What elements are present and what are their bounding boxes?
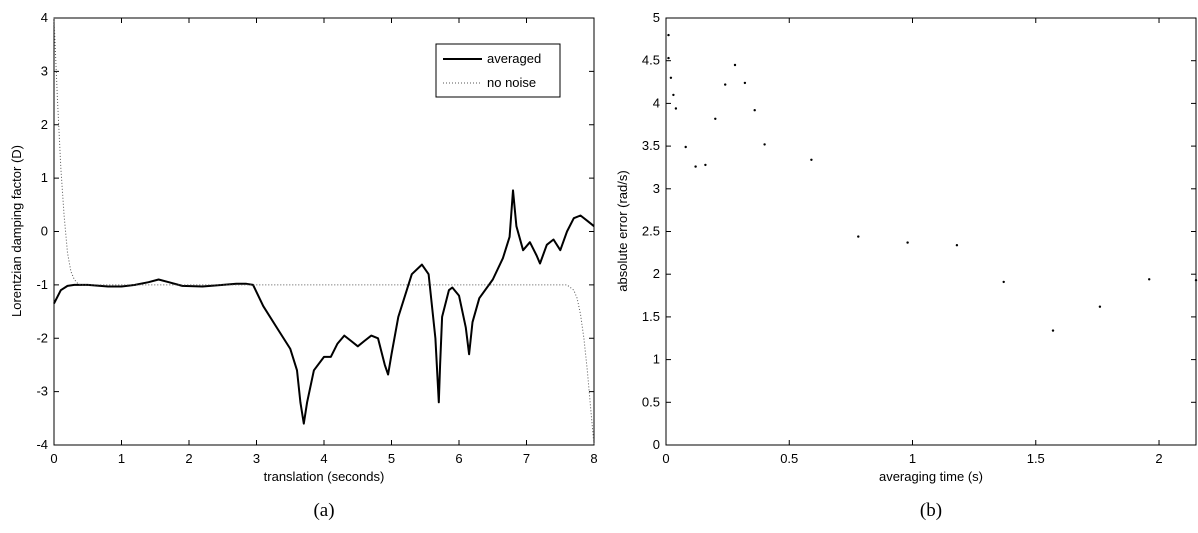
scatter-point [674,107,678,110]
x-tick-label: 1 [118,451,125,466]
scatter-point [810,158,813,161]
x-tick-label: 0.5 [780,451,798,466]
panel-label-b: (b) [920,500,942,521]
y-tick-label: 3.5 [642,138,660,153]
scatter-point [724,83,727,86]
scatter-point [667,56,670,60]
legend-a: averaged no noise [435,43,561,98]
y-tick-label: 4 [653,95,660,110]
scatter-point [1148,278,1151,281]
x-axis-a: 0 1 2 3 4 5 6 7 8 [50,18,598,466]
x-tick-label: 1 [909,451,916,466]
y-tick-label: 0 [653,437,660,452]
y-tick-label: 1 [41,170,48,185]
legend-label-no-noise: no noise [487,75,536,90]
y-tick-label: 1.5 [642,309,660,324]
series-line-no-noise [53,17,595,446]
scatter-point [714,117,717,121]
scatter-point [672,93,675,97]
x-tick-label: 2 [185,451,192,466]
y-tick-label: 2.5 [642,224,660,239]
y-tick-label: 4.5 [642,53,660,68]
scatter-point [753,109,756,112]
y-tick-label: 1 [653,352,660,367]
scatter-point [1194,279,1198,282]
scatter-point [704,163,707,167]
scatter-point [857,235,860,238]
y-axis-a: -4 -3 -2 -1 0 1 2 3 4 [36,10,594,452]
scatter-point [1051,329,1055,332]
scatter-point [743,81,747,85]
y-tick-label: 2 [41,117,48,132]
scatter-point [669,76,673,80]
x-tick-label: 0 [662,451,669,466]
panel-label-a: (a) [313,500,334,521]
series-group-a [53,17,595,446]
y-tick-label: 4 [41,10,48,25]
legend-box [435,43,561,98]
x-axis-label-b: averaging time (s) [879,469,983,484]
y-tick-label: 5 [653,10,660,25]
chart-panel-b: 0 0.5 1 1.5 2 2.5 3 3.5 4 4.5 5 0 0.5 1 1.5 2 averagin… [615,10,1198,521]
y-axis-label-a: Lorentzian damping factor (D) [9,145,24,317]
x-tick-label: 7 [523,451,530,466]
y-tick-label: 3 [41,63,48,78]
y-tick-label: -3 [36,384,48,399]
x-tick-label: 5 [388,451,395,466]
x-tick-label: 4 [320,451,327,466]
y-tick-label: 0.5 [642,394,660,409]
scatter-point [1098,305,1102,308]
scatter-point [667,33,670,37]
x-tick-label: 0 [50,451,57,466]
scatter-point [955,244,959,247]
scatter-point [906,241,909,244]
x-tick-label: 3 [253,451,260,466]
series-group-b [667,33,1198,332]
y-tick-label: -4 [36,437,48,452]
x-tick-label: 2 [1155,451,1162,466]
x-axis-b: 0 0.5 1 1.5 2 [662,18,1163,466]
scatter-point [733,63,737,67]
y-tick-label: -2 [36,330,48,345]
x-tick-label: 1.5 [1027,451,1045,466]
x-tick-label: 8 [590,451,597,466]
y-axis-label-b: absolute error (rad/s) [615,170,630,291]
y-axis-b: 0 0.5 1 1.5 2 2.5 3 3.5 4 4.5 5 [642,10,1196,452]
series-line-averaged [53,189,595,425]
scatter-point [763,143,766,146]
y-tick-label: 3 [653,181,660,196]
legend-label-averaged: averaged [487,51,541,66]
y-tick-label: -1 [36,277,48,292]
scatter-point [1002,280,1005,284]
y-tick-label: 2 [653,266,660,281]
x-tick-label: 6 [455,451,462,466]
scatter-point [694,165,697,168]
scatter-point [684,145,687,149]
y-tick-label: 0 [41,224,48,239]
chart-panel-a: -4 -3 -2 -1 0 1 2 3 4 0 1 2 3 4 5 6 7 8 averaged no nois… [9,10,598,521]
x-axis-label-a: translation (seconds) [264,469,385,484]
